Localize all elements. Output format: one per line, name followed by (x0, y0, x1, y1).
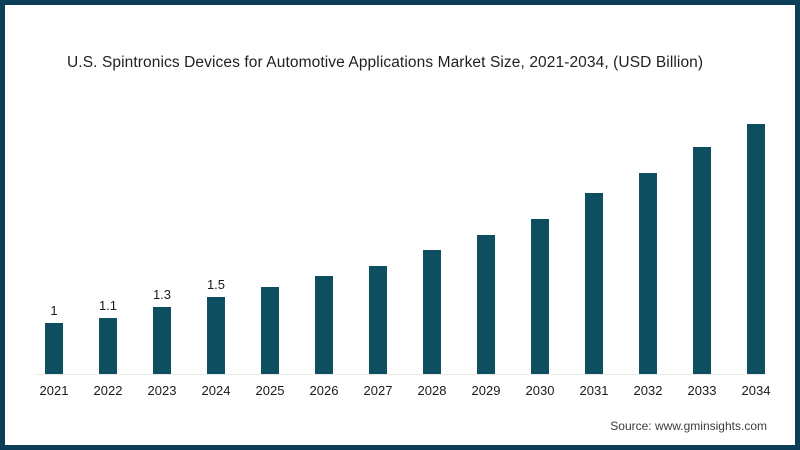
x-tick-label-2021: 2021 (39, 383, 69, 398)
x-axis-tick-labels: 2021 2022 2023 2024 2025 2026 2027 2028 2029 2030… (27, 383, 783, 398)
bar-group-2026 (297, 105, 351, 375)
bar-group-2034 (729, 105, 783, 375)
x-tick-label-2026: 2026 (309, 383, 339, 398)
bar-plot-area: 1 1.1 1.3 1.5 (27, 105, 783, 375)
chart-title: U.S. Spintronics Devices for Automotive … (67, 54, 704, 71)
bar-2028 (423, 250, 441, 375)
x-tick-label-2024: 2024 (201, 383, 231, 398)
x-tick-label-2025: 2025 (255, 383, 285, 398)
bar-value-label-2023: 1.3 (152, 287, 172, 302)
x-axis-baseline (35, 374, 765, 375)
x-tick-label-2030: 2030 (525, 383, 555, 398)
bar-2025 (261, 287, 279, 375)
bar-2034 (747, 124, 765, 375)
bar-2023 (153, 307, 171, 375)
x-tick-label-2033: 2033 (687, 383, 717, 398)
bar-group-2032 (621, 105, 675, 375)
bar-2033 (693, 147, 711, 375)
x-tick-label-2034: 2034 (741, 383, 771, 398)
x-tick-label-2023: 2023 (147, 383, 177, 398)
source-attribution: Source: www.gminsights.com (610, 419, 767, 433)
bar-2029 (477, 235, 495, 375)
bar-value-label-2021: 1 (50, 303, 58, 318)
bar-2026 (315, 276, 333, 375)
bar-2030 (531, 219, 549, 375)
bar-group-2021: 1 (27, 105, 81, 375)
bar-2027 (369, 266, 387, 375)
bar-2032 (639, 173, 657, 375)
bar-group-2030 (513, 105, 567, 375)
bar-2022 (99, 318, 117, 375)
bar-group-2025 (243, 105, 297, 375)
bar-2021 (45, 323, 63, 375)
x-tick-label-2031: 2031 (579, 383, 609, 398)
bar-group-2033 (675, 105, 729, 375)
bar-2024 (207, 297, 225, 375)
bar-group-2022: 1.1 (81, 105, 135, 375)
x-tick-label-2027: 2027 (363, 383, 393, 398)
bar-value-label-2024: 1.5 (206, 277, 226, 292)
bar-2031 (585, 193, 603, 375)
x-tick-label-2022: 2022 (93, 383, 123, 398)
x-tick-label-2029: 2029 (471, 383, 501, 398)
x-tick-label-2028: 2028 (417, 383, 447, 398)
bar-group-2024: 1.5 (189, 105, 243, 375)
bar-value-label-2022: 1.1 (98, 298, 118, 313)
bar-group-2029 (459, 105, 513, 375)
bar-group-2023: 1.3 (135, 105, 189, 375)
bar-group-2028 (405, 105, 459, 375)
bar-group-2031 (567, 105, 621, 375)
bar-group-2027 (351, 105, 405, 375)
x-tick-label-2032: 2032 (633, 383, 663, 398)
